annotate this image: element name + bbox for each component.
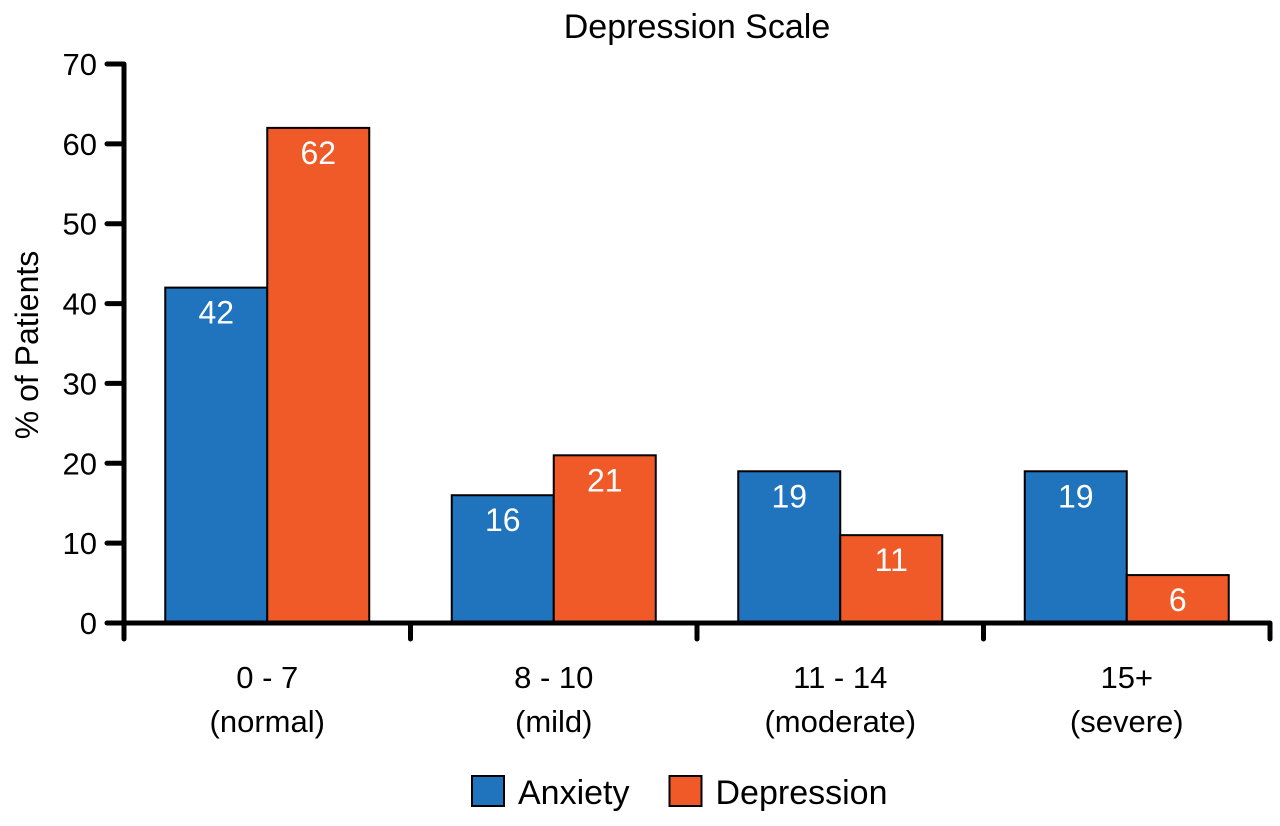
data-label: 62 — [300, 135, 336, 171]
legend-swatch-depression — [668, 775, 703, 807]
y-tick-label: 50 — [63, 207, 97, 242]
x-tick-label: 8 - 10 — [514, 660, 593, 695]
chart-title: Depression Scale — [564, 8, 830, 46]
bar-depression — [266, 126, 371, 624]
y-tick-label: 0 — [80, 606, 97, 641]
bar-anxiety — [737, 470, 842, 624]
y-tick-label: 30 — [63, 366, 97, 401]
x-tick-label: 11 - 14 — [793, 660, 887, 695]
bar-depression — [839, 534, 944, 625]
legend-swatch-anxiety — [471, 775, 505, 807]
y-tick-label: 60 — [63, 127, 97, 162]
data-label: 42 — [198, 295, 234, 331]
data-label: 16 — [485, 502, 521, 538]
data-label: 19 — [1058, 478, 1094, 514]
y-tick-label: 40 — [63, 287, 97, 322]
x-tick-label: 15+ — [1100, 660, 1153, 695]
data-label: 19 — [771, 478, 807, 514]
bar-depression — [552, 454, 657, 624]
bar-anxiety — [450, 494, 555, 625]
x-tick-sublabel: (severe) — [1070, 704, 1184, 739]
x-tick-sublabel: (normal) — [210, 704, 325, 739]
x-tick-label: 0 - 7 — [236, 660, 298, 695]
y-tick-label: 20 — [63, 446, 97, 481]
x-tick-sublabel: (mild) — [515, 704, 593, 739]
data-label: 21 — [587, 462, 623, 498]
data-label: 6 — [1169, 582, 1187, 618]
data-label: 11 — [875, 542, 908, 578]
legend-label-anxiety: Anxiety — [518, 774, 630, 812]
bar-anxiety — [164, 286, 269, 624]
y-tick-label: 10 — [63, 526, 97, 561]
legend-label-depression: Depression — [716, 774, 888, 812]
x-tick-sublabel: (moderate) — [764, 704, 916, 739]
y-axis-label: % of Patients — [9, 251, 45, 440]
y-tick-label: 70 — [63, 47, 97, 82]
bar-depression — [1125, 574, 1230, 624]
